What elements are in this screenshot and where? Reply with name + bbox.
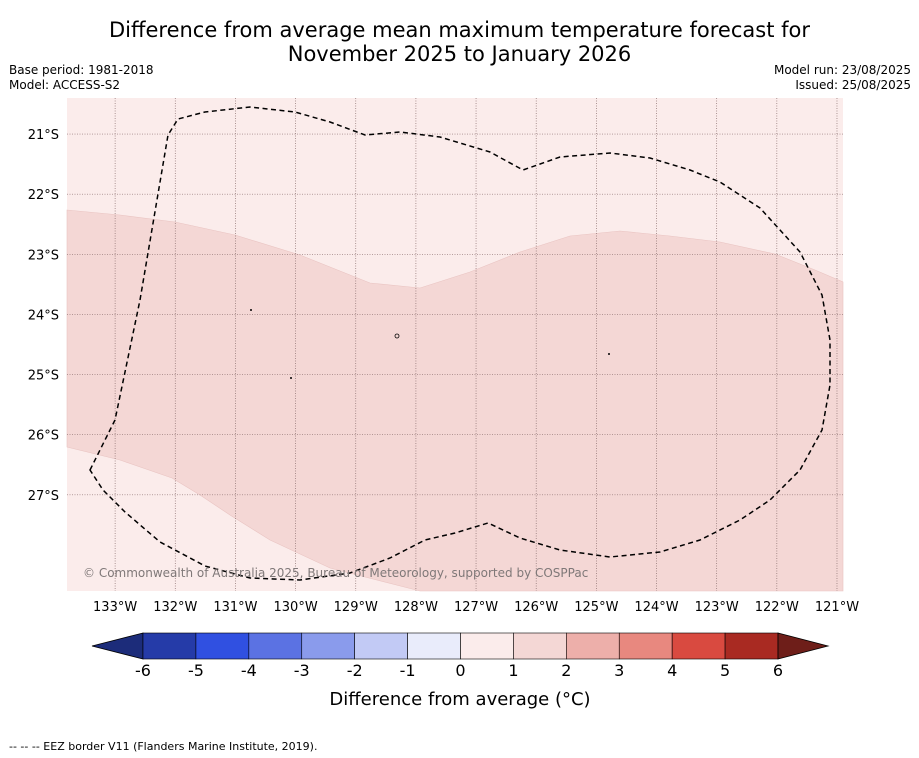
latitude-label: 24°S <box>28 308 59 323</box>
colorbar-bin <box>142 632 197 660</box>
longitude-label: 125°W <box>574 600 618 615</box>
colorbar-bins <box>142 632 779 660</box>
meta-left: Base period: 1981-2018 Model: ACCESS-S2 <box>9 63 154 93</box>
latitude-label: 26°S <box>28 429 59 444</box>
issued-date: Issued: 25/08/2025 <box>795 78 911 92</box>
colorbar-over-triangle <box>777 632 830 660</box>
colorbar-bin <box>407 632 461 660</box>
longitude-label: 131°W <box>213 600 257 615</box>
colorbar-tick-label: -1 <box>400 661 416 680</box>
island-marker <box>290 377 292 379</box>
colorbar-tick-label: 6 <box>773 661 783 680</box>
colorbar-bin <box>354 632 408 660</box>
colorbar-tick-label: 4 <box>667 661 677 680</box>
colorbar-tick-label: 0 <box>455 661 465 680</box>
latitude-label: 23°S <box>28 248 59 263</box>
colorbar-under-triangle <box>91 632 144 660</box>
map-panel: © Commonwealth of Australia 2025, Bureau… <box>66 98 844 592</box>
colorbar-bin <box>248 632 303 660</box>
colorbar-bin <box>195 632 250 660</box>
island-markers <box>250 309 610 379</box>
island-marker <box>250 309 252 311</box>
colorbar-title: Difference from average (°C) <box>329 689 590 710</box>
latitude-label: 27°S <box>28 489 59 504</box>
longitude-label: 127°W <box>454 600 498 615</box>
colorbar-bin <box>671 632 726 660</box>
model-name: Model: ACCESS-S2 <box>9 78 121 92</box>
latitude-label: 25°S <box>28 369 59 384</box>
colorbar-tick-label: 3 <box>614 661 624 680</box>
colorbar-bin <box>460 632 514 660</box>
colorbar-bin <box>301 632 355 660</box>
longitude-label: 126°W <box>514 600 558 615</box>
colorbar-tick-label: -3 <box>294 661 310 680</box>
latitude-label: 21°S <box>28 128 59 143</box>
island-marker <box>394 333 400 339</box>
title-line-2: November 2025 to January 2026 <box>287 42 632 66</box>
eez-border <box>89 106 831 581</box>
colorbar-tick-label: 5 <box>720 661 730 680</box>
anomaly-1-2-region <box>66 209 844 592</box>
copyright-text: © Commonwealth of Australia 2025, Bureau… <box>83 566 588 580</box>
colorbar: -6 -5 -4 -3 -2 -1 0 1 2 3 4 5 6 Difference from aver… <box>91 632 830 710</box>
longitude-label: 132°W <box>153 600 197 615</box>
colorbar-tick-label: 2 <box>561 661 571 680</box>
model-run: Model run: 23/08/2025 <box>773 63 911 77</box>
longitude-label: 130°W <box>274 600 318 615</box>
longitude-label: 123°W <box>695 600 739 615</box>
longitude-label: 128°W <box>394 600 438 615</box>
colorbar-tick-label: -4 <box>241 661 257 680</box>
colorbar-tick-label: -5 <box>188 661 204 680</box>
longitude-labels: 133°W 132°W 131°W 130°W 129°W 128°W 127°W 126°W… <box>93 600 859 615</box>
colorbar-ticks: -6 -5 -4 -3 -2 -1 0 1 2 3 4 5 6 <box>135 661 783 680</box>
colorbar-tick-label: -2 <box>347 661 363 680</box>
graticule <box>67 98 843 591</box>
latitude-labels: 21°S 22°S 23°S 24°S 25°S 26°S 27°S <box>28 128 59 504</box>
colorbar-bin <box>724 632 779 660</box>
colorbar-bin <box>566 632 620 660</box>
base-period: Base period: 1981-2018 <box>9 63 154 77</box>
colorbar-bin <box>513 632 567 660</box>
colorbar-bin <box>618 632 673 660</box>
latitude-label: 22°S <box>28 188 59 203</box>
longitude-label: 133°W <box>93 600 137 615</box>
colorbar-tick-label: 1 <box>508 661 518 680</box>
map-title: Difference from average mean maximum tem… <box>0 18 919 66</box>
longitude-label: 129°W <box>334 600 378 615</box>
island-marker <box>608 353 610 355</box>
colorbar-tick-label: -6 <box>135 661 151 680</box>
longitude-label: 121°W <box>815 600 859 615</box>
eez-legend: -- -- -- EEZ border V11 (Flanders Marine… <box>9 740 318 753</box>
title-line-1: Difference from average mean maximum tem… <box>109 18 810 42</box>
longitude-label: 124°W <box>634 600 678 615</box>
meta-right: Model run: 23/08/2025 Issued: 25/08/2025 <box>774 63 911 93</box>
longitude-label: 122°W <box>755 600 799 615</box>
